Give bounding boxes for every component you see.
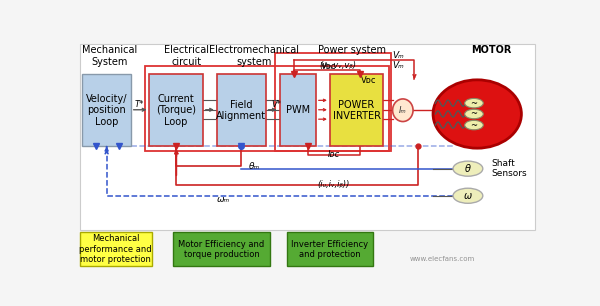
Circle shape bbox=[464, 99, 483, 108]
Text: V*: V* bbox=[271, 100, 281, 110]
Text: Vᴅᴄ: Vᴅᴄ bbox=[320, 62, 336, 70]
Bar bbox=[217, 74, 266, 146]
Bar bbox=[330, 74, 383, 146]
Text: ω: ω bbox=[464, 191, 472, 201]
Text: MOTOR: MOTOR bbox=[471, 45, 511, 55]
Text: Iₘ: Iₘ bbox=[399, 106, 407, 115]
Bar bbox=[145, 66, 389, 151]
Text: Mechanical
performance and
motor protection: Mechanical performance and motor protect… bbox=[79, 234, 152, 264]
Text: Motor Efficiency and
torque production: Motor Efficiency and torque production bbox=[178, 240, 265, 259]
Text: θ: θ bbox=[465, 164, 471, 174]
Text: ~: ~ bbox=[470, 110, 478, 118]
Text: ~: ~ bbox=[470, 99, 478, 108]
Bar bbox=[275, 53, 391, 151]
Circle shape bbox=[464, 109, 483, 119]
Text: PWM: PWM bbox=[286, 105, 310, 115]
Bar bbox=[173, 232, 270, 267]
Text: Power system: Power system bbox=[317, 45, 386, 55]
Text: (iᵤ,iᵥ,iᵦ)): (iᵤ,iᵥ,iᵦ)) bbox=[317, 180, 349, 189]
Text: T*: T* bbox=[134, 100, 144, 110]
Text: Vᴅᴄ: Vᴅᴄ bbox=[361, 76, 377, 85]
Circle shape bbox=[453, 161, 483, 176]
Text: Vₘ: Vₘ bbox=[392, 62, 404, 70]
Text: Field
Alignment: Field Alignment bbox=[216, 99, 266, 121]
Text: POWER
INVERTER: POWER INVERTER bbox=[332, 99, 380, 121]
Ellipse shape bbox=[433, 80, 521, 148]
Text: Electrical
circuit: Electrical circuit bbox=[164, 45, 209, 67]
Bar bbox=[80, 232, 152, 267]
Circle shape bbox=[464, 120, 483, 130]
Bar bbox=[82, 74, 131, 146]
Text: Mechanical
System: Mechanical System bbox=[82, 45, 137, 67]
Bar bbox=[287, 232, 373, 267]
Text: www.elecfans.com: www.elecfans.com bbox=[410, 256, 475, 262]
Text: θₘ: θₘ bbox=[248, 162, 260, 171]
Ellipse shape bbox=[392, 99, 413, 121]
Text: Vₘ: Vₘ bbox=[392, 51, 404, 60]
Text: (vᵤ,vᵥ,vᵦ): (vᵤ,vᵥ,vᵦ) bbox=[319, 62, 356, 70]
Text: ~: ~ bbox=[470, 121, 478, 129]
Text: Velocity/
position
Loop: Velocity/ position Loop bbox=[86, 94, 127, 127]
Text: ωₘ: ωₘ bbox=[217, 195, 230, 204]
Circle shape bbox=[453, 188, 483, 203]
Bar bbox=[149, 74, 203, 146]
Text: Iᴅᴄ: Iᴅᴄ bbox=[328, 150, 340, 159]
Text: Inverter Efficiency
and protection: Inverter Efficiency and protection bbox=[291, 240, 368, 259]
Bar bbox=[280, 74, 316, 146]
Text: Shaft
Sensors: Shaft Sensors bbox=[491, 159, 527, 178]
Bar bbox=[80, 44, 535, 230]
Text: Current
(Torque)
Loop: Current (Torque) Loop bbox=[156, 94, 196, 127]
Text: Electromechanical
system: Electromechanical system bbox=[209, 45, 299, 67]
